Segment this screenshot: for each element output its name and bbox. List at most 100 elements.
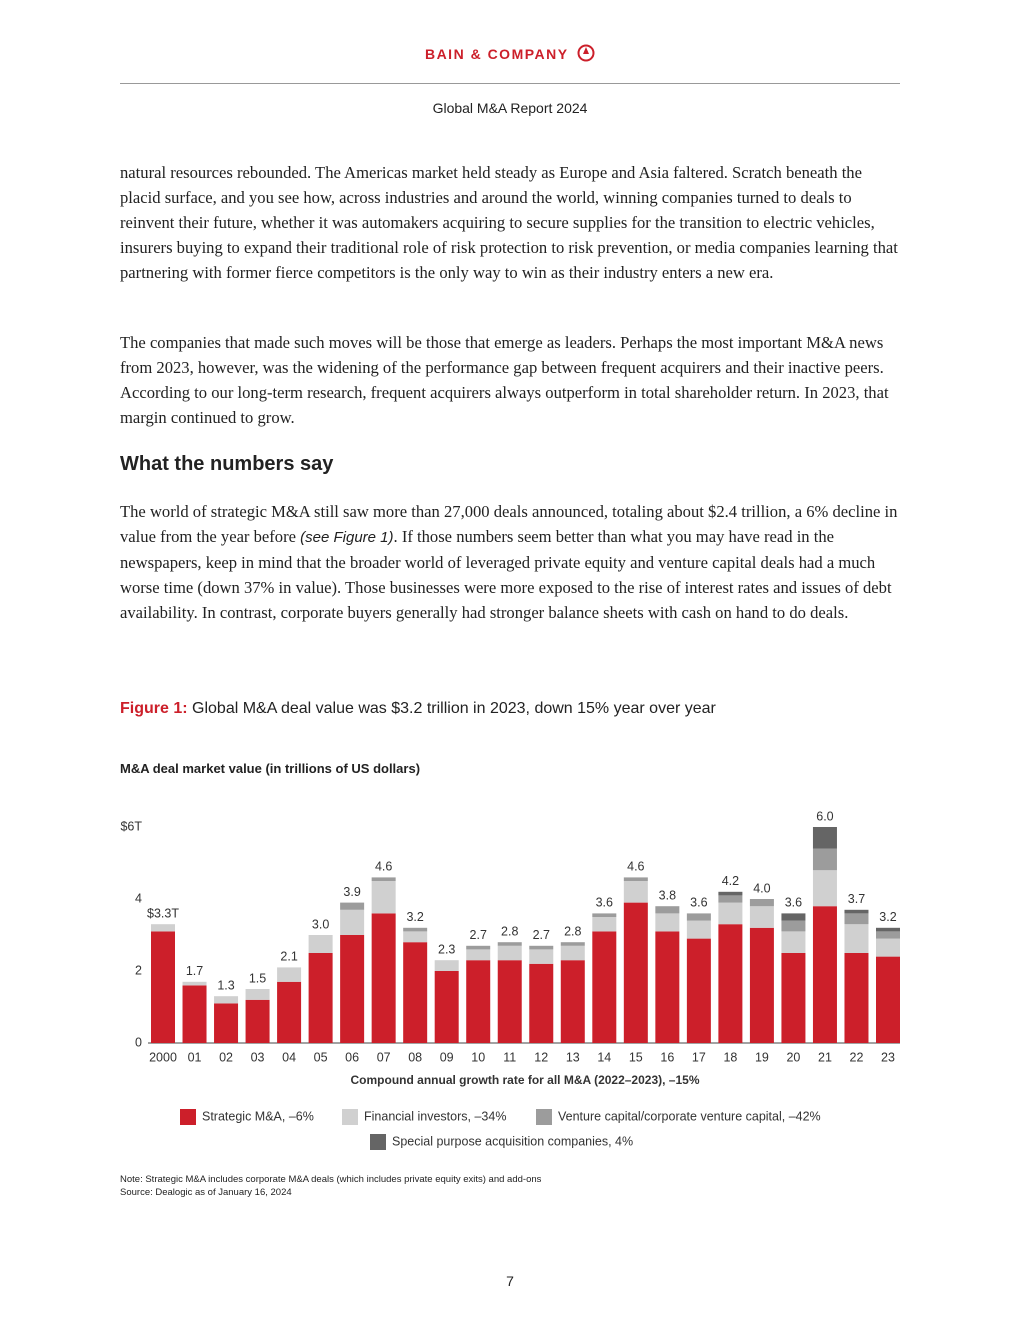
bar-segment xyxy=(844,953,869,1043)
chart: Compound annual growth rate for all M&A … xyxy=(120,809,900,1150)
bar-segment xyxy=(308,935,333,953)
bar-segment xyxy=(718,895,743,903)
paragraph: natural resources rebounded. The America… xyxy=(120,163,898,282)
bar-segment xyxy=(623,877,648,881)
bar-segment xyxy=(340,909,365,935)
total-label: 4.2 xyxy=(722,874,739,888)
figure-caption: Figure 1: Global M&A deal value was $3.2… xyxy=(120,700,716,718)
legend-label: Financial investors, –34% xyxy=(364,1109,506,1123)
bar-segment xyxy=(466,949,491,961)
bar-segment xyxy=(560,945,585,961)
figure-label: Figure 1: xyxy=(120,700,188,717)
bar-segment xyxy=(812,848,837,871)
bar-segment xyxy=(718,924,743,1043)
bar-segment xyxy=(812,827,837,849)
x-tick-label: 21 xyxy=(818,1050,832,1064)
total-label: 3.2 xyxy=(406,910,423,924)
total-label: 3.6 xyxy=(785,896,802,910)
x-tick-label: 14 xyxy=(597,1050,611,1064)
total-label: 4.6 xyxy=(627,860,644,874)
bar-segment xyxy=(655,931,680,1043)
x-tick-label: 18 xyxy=(723,1050,737,1064)
y-tick-label: $6T xyxy=(120,819,142,833)
total-label: 3.8 xyxy=(659,888,676,902)
bar-segment xyxy=(592,931,617,1043)
bar-segment xyxy=(876,931,900,939)
bar-segment xyxy=(781,913,806,921)
bar-segment xyxy=(686,913,711,921)
bar-segment xyxy=(497,945,522,961)
y-tick-label: 4 xyxy=(135,891,142,905)
bar-segment xyxy=(529,949,554,964)
bar-segment xyxy=(560,942,585,946)
bar-segment xyxy=(623,902,648,1043)
bar-segment xyxy=(151,931,175,1043)
total-label: 3.0 xyxy=(312,917,329,931)
bar-segment xyxy=(876,927,900,932)
total-label: $3.3T xyxy=(147,906,179,920)
total-label: 4.6 xyxy=(375,860,392,874)
x-tick-label: 08 xyxy=(408,1050,422,1064)
legend-label: Strategic M&A, –6% xyxy=(202,1109,314,1123)
x-tick-label: 07 xyxy=(377,1050,391,1064)
total-label: 6.0 xyxy=(816,809,833,823)
x-tick-label: 23 xyxy=(881,1050,895,1064)
x-tick-label: 02 xyxy=(219,1050,233,1064)
bar-segment xyxy=(812,906,837,1043)
legend-label: Special purpose acquisition companies, 4… xyxy=(392,1134,633,1148)
bar-segment xyxy=(340,935,365,1043)
bar-segment xyxy=(214,996,239,1004)
total-label: 2.7 xyxy=(533,928,550,942)
section-heading: What the numbers say xyxy=(120,453,334,475)
x-tick-label: 17 xyxy=(692,1050,706,1064)
y-tick-label: 0 xyxy=(135,1035,142,1049)
x-tick-label: 01 xyxy=(188,1050,202,1064)
total-label: 3.2 xyxy=(879,910,896,924)
bar-segment xyxy=(844,924,869,953)
bar-segment xyxy=(466,945,491,950)
bar-segment xyxy=(277,981,302,1043)
legend-swatch xyxy=(536,1109,552,1125)
bar-segment xyxy=(340,902,365,910)
emphasis: (see Figure 1) xyxy=(300,529,394,546)
bar-segment xyxy=(466,960,491,1043)
bar-segment xyxy=(623,881,648,903)
chart-title: M&A deal market value (in trillions of U… xyxy=(120,761,421,776)
text: The world of strategic M&A still saw mor… xyxy=(120,502,898,546)
source: Source: Dealogic as of January 16, 2024 xyxy=(120,1187,292,1198)
bar-segment xyxy=(434,960,459,971)
bar-segment xyxy=(781,931,806,953)
bar-segment xyxy=(718,902,743,925)
x-tick-label: 19 xyxy=(755,1050,769,1064)
bar-segment xyxy=(497,942,522,946)
bar-segment xyxy=(529,963,554,1043)
x-tick-label: 2000 xyxy=(149,1050,177,1064)
x-tick-label: 15 xyxy=(629,1050,643,1064)
x-tick-label: 06 xyxy=(345,1050,359,1064)
x-tick-label: 03 xyxy=(251,1050,265,1064)
bar-segment xyxy=(686,920,711,939)
x-axis-title: Compound annual growth rate for all M&A … xyxy=(351,1073,700,1087)
bar-segment xyxy=(403,927,428,932)
total-label: 1.7 xyxy=(186,964,203,978)
x-tick-label: 04 xyxy=(282,1050,296,1064)
bar-segment xyxy=(655,906,680,914)
bar-segment xyxy=(403,931,428,943)
total-label: 4.0 xyxy=(753,881,770,895)
total-label: 1.3 xyxy=(217,978,234,992)
brand: BAIN & COMPANY xyxy=(424,46,569,62)
bar-segment xyxy=(182,981,207,986)
bar-segment xyxy=(277,967,302,982)
bar-segment xyxy=(371,881,396,914)
x-tick-label: 09 xyxy=(440,1050,454,1064)
legend-swatch xyxy=(342,1109,358,1125)
x-tick-label: 10 xyxy=(471,1050,485,1064)
bar-segment xyxy=(592,913,617,917)
x-tick-label: 13 xyxy=(566,1050,580,1064)
bar-segment xyxy=(718,891,743,896)
x-tick-label: 12 xyxy=(534,1050,548,1064)
brand-icon xyxy=(577,44,595,62)
x-tick-label: 20 xyxy=(786,1050,800,1064)
bar-segment xyxy=(245,999,270,1043)
bar-segment xyxy=(151,924,175,932)
